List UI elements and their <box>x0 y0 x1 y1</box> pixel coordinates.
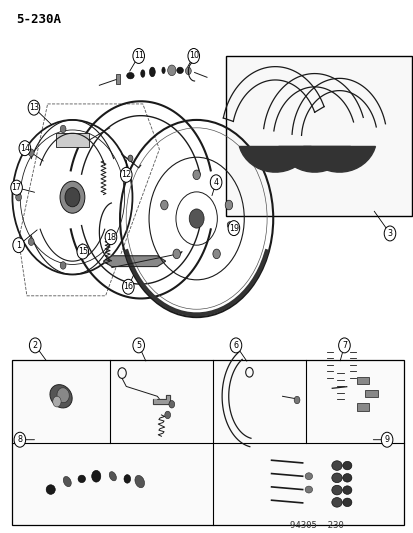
Circle shape <box>192 170 200 180</box>
Text: 5: 5 <box>136 341 141 350</box>
Text: 18: 18 <box>106 233 116 241</box>
Text: 17: 17 <box>12 183 21 192</box>
Ellipse shape <box>331 485 342 495</box>
Bar <box>115 74 120 84</box>
Text: 12: 12 <box>121 171 131 179</box>
Ellipse shape <box>126 72 134 79</box>
Circle shape <box>380 432 392 447</box>
Text: 13: 13 <box>29 103 39 112</box>
Text: 15: 15 <box>78 247 88 256</box>
Circle shape <box>210 175 221 190</box>
Ellipse shape <box>331 473 342 483</box>
Circle shape <box>227 222 232 228</box>
Text: 94305  230: 94305 230 <box>289 521 343 530</box>
Circle shape <box>133 49 144 63</box>
Bar <box>225 56 411 216</box>
Ellipse shape <box>331 498 342 507</box>
Circle shape <box>167 65 176 76</box>
Polygon shape <box>278 147 350 172</box>
Circle shape <box>338 338 349 353</box>
Circle shape <box>185 67 191 75</box>
Ellipse shape <box>109 472 116 481</box>
Text: 9: 9 <box>384 435 389 444</box>
Ellipse shape <box>63 477 71 487</box>
Ellipse shape <box>176 67 183 74</box>
Text: 4: 4 <box>213 178 218 187</box>
Circle shape <box>164 411 170 419</box>
Circle shape <box>169 401 174 408</box>
Ellipse shape <box>140 70 145 77</box>
Circle shape <box>13 238 24 253</box>
Polygon shape <box>153 395 169 405</box>
Circle shape <box>16 193 21 201</box>
Text: 16: 16 <box>123 282 133 291</box>
Text: 14: 14 <box>20 144 30 152</box>
Circle shape <box>133 338 144 353</box>
Bar <box>356 403 368 410</box>
Bar <box>364 390 377 398</box>
Circle shape <box>188 49 199 63</box>
Circle shape <box>230 338 241 353</box>
Circle shape <box>14 432 26 447</box>
Circle shape <box>28 238 34 246</box>
Ellipse shape <box>50 385 72 408</box>
Ellipse shape <box>124 474 131 483</box>
Circle shape <box>53 397 61 407</box>
Circle shape <box>65 188 80 207</box>
Circle shape <box>60 125 66 133</box>
Circle shape <box>383 226 395 241</box>
Circle shape <box>122 279 134 294</box>
Ellipse shape <box>331 461 342 471</box>
Circle shape <box>228 221 239 236</box>
Circle shape <box>225 200 232 210</box>
Circle shape <box>28 149 34 156</box>
Circle shape <box>28 100 40 115</box>
Polygon shape <box>103 256 165 266</box>
Circle shape <box>11 180 22 195</box>
Ellipse shape <box>92 471 101 482</box>
Text: 6: 6 <box>233 341 238 350</box>
Ellipse shape <box>78 475 85 483</box>
Text: 7: 7 <box>341 341 346 350</box>
Ellipse shape <box>161 67 165 74</box>
Ellipse shape <box>342 473 351 482</box>
Polygon shape <box>303 147 375 172</box>
Bar <box>56 133 89 147</box>
Text: 11: 11 <box>133 52 143 60</box>
Ellipse shape <box>342 498 351 506</box>
Ellipse shape <box>57 387 69 403</box>
Circle shape <box>212 249 220 259</box>
Circle shape <box>29 338 41 353</box>
Text: 10: 10 <box>188 52 198 60</box>
Ellipse shape <box>342 486 351 495</box>
Bar <box>12 360 403 525</box>
Circle shape <box>19 141 31 156</box>
Ellipse shape <box>46 485 55 495</box>
Ellipse shape <box>342 462 351 470</box>
Text: 1: 1 <box>16 241 21 249</box>
Circle shape <box>60 262 66 269</box>
Circle shape <box>105 230 116 245</box>
Circle shape <box>160 200 168 210</box>
Text: 2: 2 <box>33 341 38 350</box>
Ellipse shape <box>149 67 155 77</box>
Text: 8: 8 <box>17 435 22 444</box>
Circle shape <box>77 244 88 259</box>
Circle shape <box>120 167 132 182</box>
Ellipse shape <box>135 475 144 488</box>
Ellipse shape <box>304 486 312 493</box>
Circle shape <box>128 155 133 161</box>
Text: 3: 3 <box>387 229 392 238</box>
Bar <box>356 376 368 384</box>
Circle shape <box>60 181 85 213</box>
Polygon shape <box>239 147 311 172</box>
Ellipse shape <box>304 473 312 480</box>
Circle shape <box>189 209 204 228</box>
Circle shape <box>293 397 299 404</box>
Text: 19: 19 <box>228 224 238 232</box>
Circle shape <box>173 249 180 259</box>
Text: 5-230A: 5-230A <box>17 13 62 26</box>
